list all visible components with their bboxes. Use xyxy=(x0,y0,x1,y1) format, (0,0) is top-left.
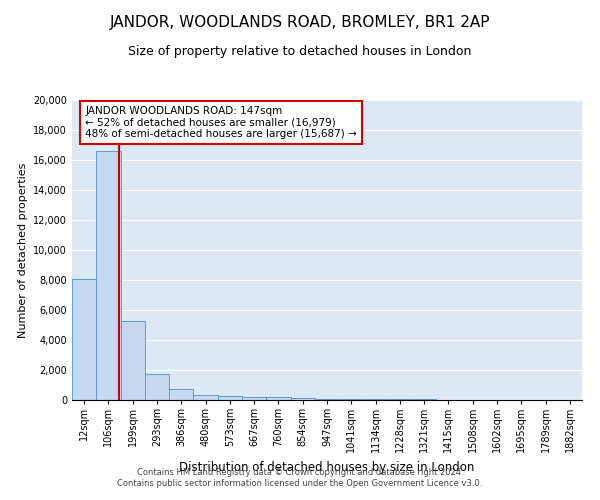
Text: Size of property relative to detached houses in London: Size of property relative to detached ho… xyxy=(128,45,472,58)
Text: JANDOR WOODLANDS ROAD: 147sqm
← 52% of detached houses are smaller (16,979)
48% : JANDOR WOODLANDS ROAD: 147sqm ← 52% of d… xyxy=(85,106,357,139)
Bar xyxy=(266,397,290,400)
Bar xyxy=(388,399,412,400)
Text: Contains HM Land Registry data © Crown copyright and database right 2024.
Contai: Contains HM Land Registry data © Crown c… xyxy=(118,468,482,487)
Bar xyxy=(72,278,96,400)
Bar xyxy=(218,396,242,400)
Bar xyxy=(193,395,218,400)
Bar xyxy=(169,389,193,400)
Bar xyxy=(96,151,121,400)
Bar xyxy=(339,399,364,400)
Text: JANDOR, WOODLANDS ROAD, BROMLEY, BR1 2AP: JANDOR, WOODLANDS ROAD, BROMLEY, BR1 2AP xyxy=(110,15,490,30)
Bar xyxy=(364,399,388,400)
Bar xyxy=(121,320,145,400)
Bar xyxy=(315,398,339,400)
Bar xyxy=(290,398,315,400)
X-axis label: Distribution of detached houses by size in London: Distribution of detached houses by size … xyxy=(179,461,475,474)
Y-axis label: Number of detached properties: Number of detached properties xyxy=(18,162,28,338)
Bar xyxy=(145,374,169,400)
Bar xyxy=(242,397,266,400)
